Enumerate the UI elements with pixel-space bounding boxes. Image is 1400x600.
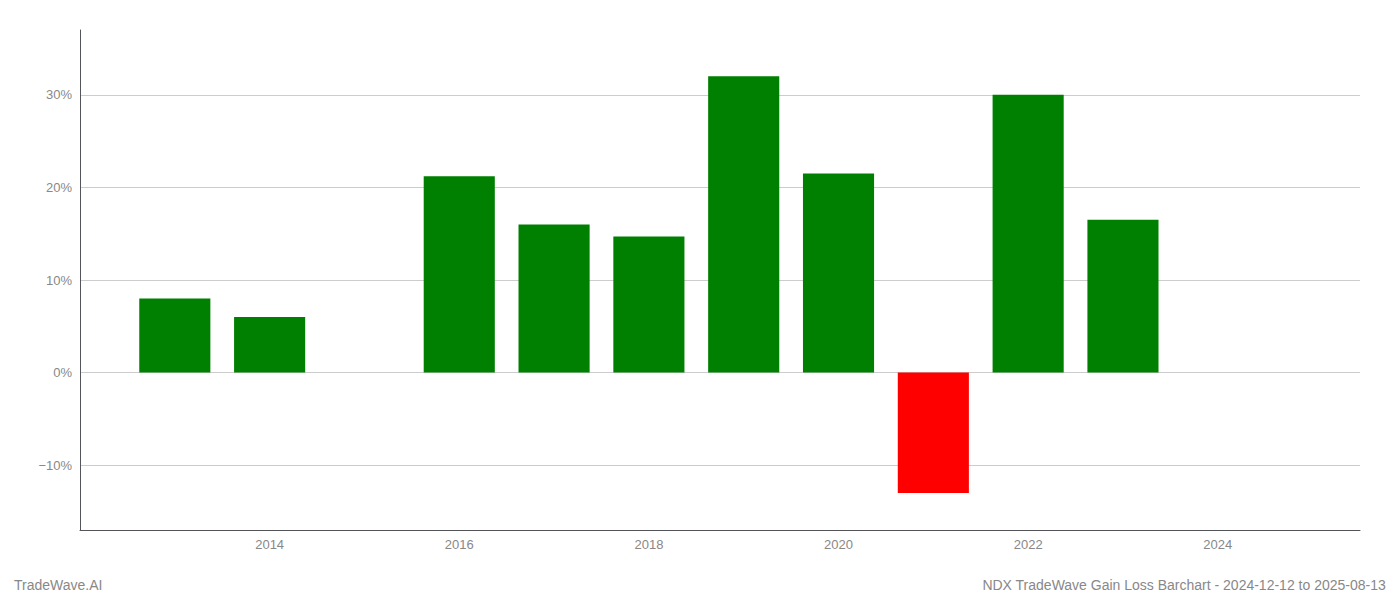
svg-text:2020: 2020: [824, 537, 853, 552]
svg-text:10%: 10%: [46, 273, 72, 288]
svg-text:2016: 2016: [445, 537, 474, 552]
svg-text:2018: 2018: [634, 537, 663, 552]
svg-text:2024: 2024: [1203, 537, 1232, 552]
svg-text:2014: 2014: [255, 537, 284, 552]
svg-text:TradeWave.AI: TradeWave.AI: [14, 577, 102, 593]
svg-text:−10%: −10%: [38, 458, 72, 473]
svg-text:0%: 0%: [53, 365, 72, 380]
svg-text:20%: 20%: [46, 180, 72, 195]
svg-text:2022: 2022: [1014, 537, 1043, 552]
svg-text:30%: 30%: [46, 87, 72, 102]
svg-text:NDX TradeWave Gain Loss Barcha: NDX TradeWave Gain Loss Barchart - 2024-…: [982, 577, 1386, 593]
